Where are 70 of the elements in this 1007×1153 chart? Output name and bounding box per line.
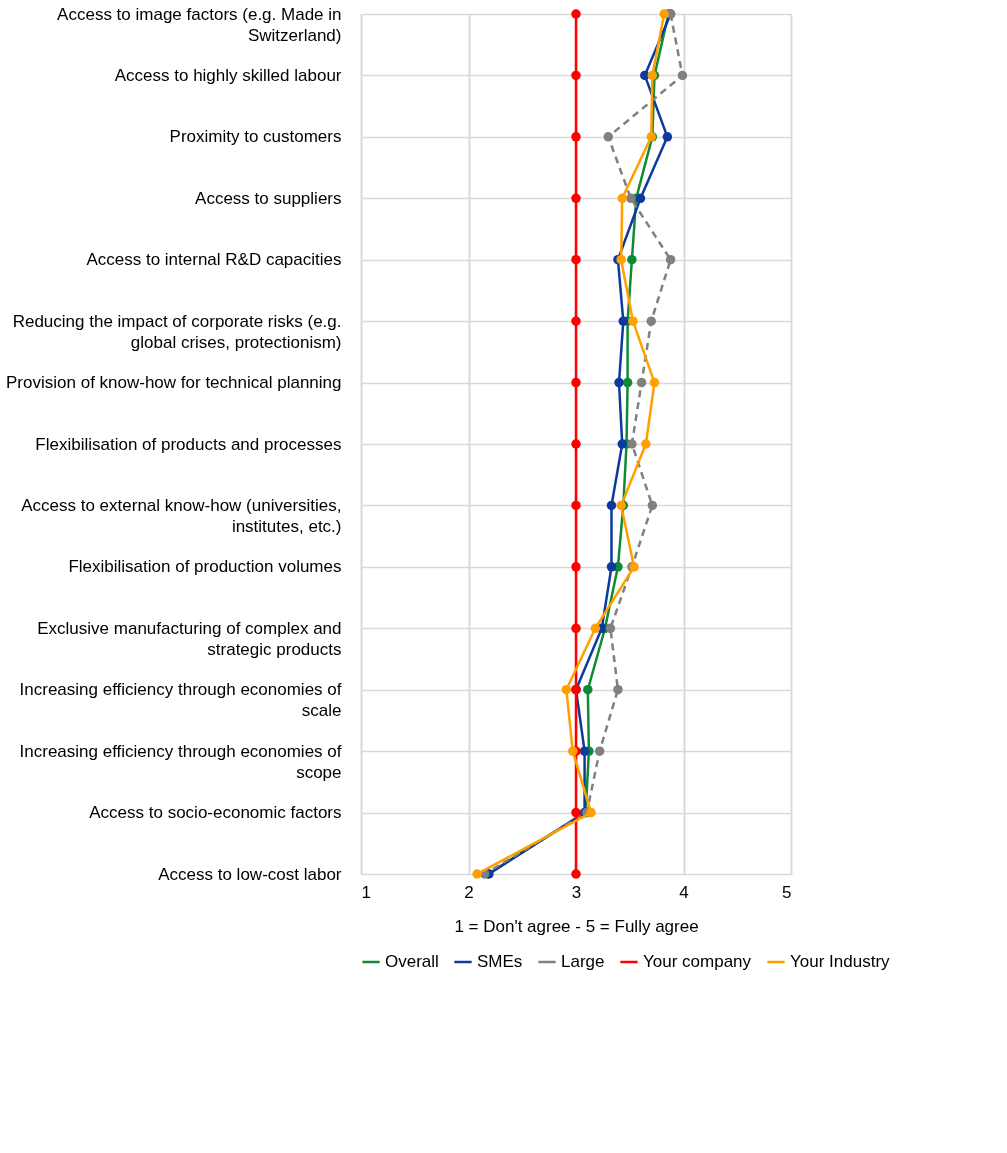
point bbox=[571, 869, 581, 879]
point bbox=[571, 500, 581, 511]
y-tick-label: Access to socio-economic factors bbox=[89, 803, 342, 823]
point bbox=[641, 439, 651, 449]
point bbox=[665, 254, 676, 265]
y-tick-label: Access to suppliers bbox=[195, 188, 342, 208]
point bbox=[659, 9, 669, 19]
y-tick-label: Increasing efficiency through economies of scope bbox=[19, 741, 342, 782]
point bbox=[662, 132, 673, 142]
point bbox=[622, 377, 633, 388]
legend-label: Large bbox=[561, 952, 605, 971]
point bbox=[614, 377, 624, 388]
point bbox=[586, 807, 596, 818]
legend-label: SMEs bbox=[477, 952, 523, 971]
point bbox=[647, 500, 658, 511]
x-tick-label: 2 bbox=[464, 882, 474, 902]
y-tick-label: Exclusive manufacturing of complex and strategic products bbox=[37, 618, 342, 659]
point bbox=[579, 746, 590, 756]
point bbox=[571, 562, 581, 572]
y-tick-label: Proximity to customers bbox=[169, 127, 342, 147]
point bbox=[472, 869, 482, 879]
point bbox=[571, 132, 581, 142]
point bbox=[583, 684, 593, 695]
point bbox=[677, 70, 688, 81]
y-tick-label: Access to image factors (e.g. Made in Switzerland) bbox=[57, 4, 342, 45]
y-tick-label: Flexibilisation of products and processes bbox=[35, 434, 342, 454]
point bbox=[571, 439, 581, 449]
point bbox=[571, 377, 581, 388]
legend-label: Your Industry bbox=[790, 952, 891, 971]
point bbox=[594, 746, 605, 756]
point bbox=[649, 377, 660, 388]
point bbox=[628, 316, 638, 326]
point bbox=[617, 193, 627, 204]
point bbox=[561, 684, 572, 695]
x-tick-label: 1 bbox=[361, 882, 371, 902]
point bbox=[603, 132, 613, 142]
point bbox=[627, 439, 637, 449]
point bbox=[571, 9, 581, 19]
point bbox=[571, 316, 581, 326]
point bbox=[571, 193, 581, 204]
y-tick-label: Access to external know-how (universities, institutes, etc.) bbox=[21, 495, 342, 536]
x-tick-label: 3 bbox=[571, 882, 582, 902]
y-tick-label: Access to highly skilled labour bbox=[114, 65, 342, 85]
y-tick-label: Provision of know-how for technical planning bbox=[6, 373, 342, 393]
legend-label: Your company bbox=[643, 952, 752, 971]
point bbox=[617, 439, 627, 449]
y-tick-label: Access to internal R&D capacities bbox=[86, 250, 342, 270]
point bbox=[605, 623, 616, 634]
point bbox=[636, 377, 647, 388]
point bbox=[590, 623, 601, 634]
point bbox=[626, 193, 636, 204]
y-tick-label: Access to low-cost labor bbox=[158, 864, 342, 884]
x-tick-label: 5 bbox=[782, 882, 792, 902]
point bbox=[606, 562, 617, 572]
x-axis-title: 1 = Don't agree - 5 = Fully agree bbox=[454, 916, 699, 936]
y-tick-label: Reducing the impact of corporate risks (e.g. global crises, protectionism) bbox=[12, 311, 342, 352]
point bbox=[571, 70, 581, 81]
point bbox=[571, 623, 581, 634]
point bbox=[571, 807, 581, 818]
point bbox=[613, 684, 623, 695]
y-tick-label: Increasing efficiency through economies of scale bbox=[19, 680, 342, 721]
point bbox=[635, 193, 646, 204]
x-tick-label: 4 bbox=[679, 882, 689, 902]
legend-label: Overall bbox=[385, 952, 439, 971]
point bbox=[606, 500, 617, 511]
point bbox=[571, 254, 581, 265]
point bbox=[627, 254, 637, 265]
point bbox=[618, 316, 629, 326]
point bbox=[646, 316, 656, 326]
y-tick-label: Flexibilisation of production volumes bbox=[68, 557, 342, 577]
